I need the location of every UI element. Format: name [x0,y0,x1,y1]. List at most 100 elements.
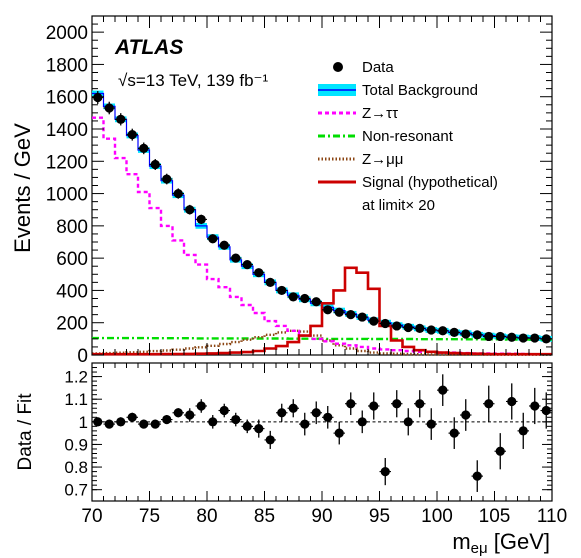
data-point [185,205,195,215]
data-point [93,92,103,103]
data-point [208,234,218,244]
data-point [139,143,149,153]
ratio-point [449,428,459,438]
ratio-point [415,399,425,409]
ratio-point [380,466,390,477]
axis-ticks: 70 75 80 85 90 95 100 105 1100200400600800100012… [46,16,567,527]
data-point [426,325,436,335]
data-point [530,333,540,343]
data-point [346,310,356,320]
x-tick-label: 110 [537,506,567,527]
y-tick-label: 0 [77,346,88,367]
energy-lumi-label: √s=13 TeV, 139 fb⁻¹ [118,71,269,90]
legend: Data Total Background Z→ττ Non-resonant Z→μμ… [318,59,498,214]
data-point [116,114,126,124]
histogram-series [92,92,552,356]
ratio-point [162,414,172,425]
ratio-y-tick-label: 1.1 [64,390,88,409]
legend-label: Z→ττ [362,105,398,122]
legend-label: Z→μμ [362,151,403,168]
ratio-y-axis-label: Data / Fit [15,393,36,471]
ratio-point [484,399,494,409]
x-tick-label: 95 [369,506,390,527]
y-axis-label: Events / GeV [10,123,35,253]
data-point [288,292,298,302]
x-tick-label: 80 [196,506,217,527]
legend-marker-data [333,62,343,72]
ratio-point [300,419,310,429]
data-point [277,285,287,296]
ratio-point [104,419,114,429]
data-point [254,268,264,278]
ratio-y-tick-label: 0.8 [64,458,88,477]
ratio-point [346,399,356,409]
ratio-point [277,408,287,418]
x-tick-label: 85 [254,506,275,527]
series-line-signal-hypothetical- [92,266,552,356]
data-point [219,240,229,250]
ratio-point [127,412,137,422]
y-tick-label: 1000 [46,185,88,206]
data-point [507,332,517,342]
ratio-point [357,417,367,427]
ratio-point [254,424,264,434]
y-tick-label: 200 [56,314,88,335]
y-tick-label: 1800 [46,55,88,76]
ratio-point [196,401,206,411]
y-tick-label: 1600 [46,88,88,109]
ratio-y-tick-label: 0.7 [64,481,88,500]
data-point [438,326,448,336]
x-axis-label: meμ [GeV] [452,529,550,557]
ratio-y-tick-label: 1 [79,413,88,432]
legend-label-line2: at limit× 20 [362,197,435,214]
x-tick-label: 100 [421,506,453,527]
x-tick-label: 70 [81,506,102,527]
data-point [334,307,344,317]
ratio-point [139,419,149,429]
data-point [196,214,206,224]
ratio-point [518,426,528,436]
ratio-point [392,399,402,409]
atlas-label: ATLAS [114,36,183,59]
y-tick-label: 2000 [46,23,88,44]
ratio-point [116,417,126,427]
data-point [415,323,425,333]
ratio-point [495,446,505,456]
data-point [231,253,241,263]
ratio-point [369,401,379,411]
y-tick-label: 1400 [46,120,88,141]
data-point [403,322,413,333]
ratio-point [265,435,275,445]
ratio-point [173,408,183,418]
data-point [173,188,183,199]
data-point [311,297,321,307]
ratio-point [323,412,333,422]
ratio-point [541,405,551,416]
ratio-point [426,419,436,429]
data-point [369,316,379,326]
data-point [265,277,275,287]
data-point [150,159,160,170]
data-point [461,329,471,339]
ratio-points [92,374,552,492]
data-point [357,312,367,322]
ratio-point [288,403,298,413]
ratio-point [231,414,241,425]
data-point [104,103,114,113]
data-point [518,333,528,343]
ratio-point [472,471,482,481]
data-point [472,330,482,340]
data-point [323,305,333,315]
legend-label: Data [362,59,394,76]
ratio-point [507,396,517,407]
ratio-point [311,408,321,418]
ratio-y-tick-label: 1.2 [64,368,88,387]
ratio-point [242,421,252,431]
data-point [484,331,494,342]
x-tick-label: 90 [311,506,332,527]
y-tick-label: 800 [56,217,88,238]
ratio-point [185,410,195,420]
x-tick-label: 75 [139,506,160,527]
data-point [495,331,505,342]
